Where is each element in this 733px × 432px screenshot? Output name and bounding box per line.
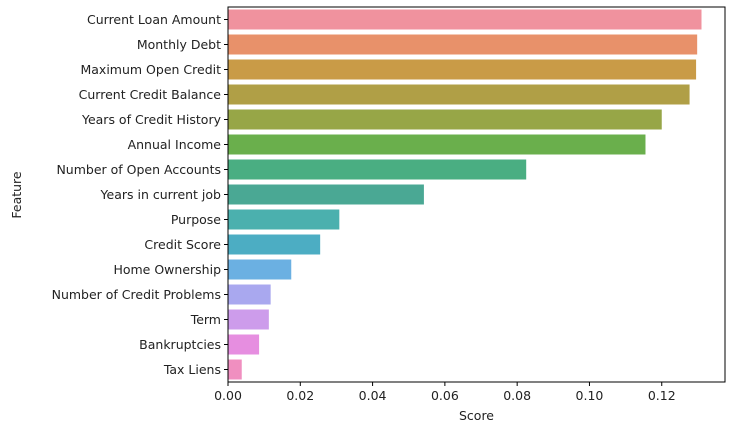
bar-purpose [228,209,340,230]
plot-frame [227,6,726,383]
bar-maximum-open-credit [228,59,697,80]
bar-number-of-open-accounts [228,159,527,180]
y-tick-label: Current Credit Balance [79,87,222,102]
y-tick-label: Tax Liens [163,362,221,377]
x-tick-label: 0.02 [286,388,314,403]
x-axis-label: Score [459,408,494,423]
x-tick-label: 0.04 [359,388,387,403]
y-tick-label: Maximum Open Credit [80,62,221,77]
y-tick-label: Years of Credit History [81,112,222,127]
y-tick-label: Home Ownership [113,262,221,277]
bar-tax-liens [228,359,242,380]
y-tick-label: Monthly Debt [137,37,221,52]
x-tick-label: 0.10 [576,388,604,403]
y-tick-label: Years in current job [100,187,222,202]
bar-bankruptcies [228,334,260,355]
bar-current-loan-amount [228,9,702,30]
x-ticks: 0.00 0.02 0.04 0.06 0.08 0.10 0.12 [214,382,676,403]
x-tick-label: 0.12 [648,388,676,403]
x-tick-label: 0.00 [214,388,242,403]
y-tick-label: Term [190,312,221,327]
bars-group [228,9,702,380]
bar-term [228,309,269,330]
y-tick-label: Purpose [171,212,221,227]
y-tick-label: Bankruptcies [139,337,221,352]
y-tick-label: Number of Open Accounts [56,162,221,177]
y-axis-label: Feature [9,171,24,219]
bar-current-credit-balance [228,84,690,105]
bar-annual-income [228,134,646,155]
y-tick-label: Current Loan Amount [87,12,221,27]
bar-years-in-current-job [228,184,424,205]
bar-number-of-credit-problems [228,284,271,305]
bar-years-of-credit-history [228,109,662,130]
y-tick-label: Annual Income [128,137,222,152]
bar-monthly-debt [228,34,698,55]
y-tick-labels: Current Loan Amount Monthly Debt Maximum O… [52,12,228,377]
x-tick-label: 0.08 [503,388,531,403]
bar-home-ownership [228,259,292,280]
y-tick-label: Number of Credit Problems [52,287,221,302]
y-tick-label: Credit Score [144,237,221,252]
bar-credit-score [228,234,321,255]
x-tick-label: 0.06 [431,388,459,403]
